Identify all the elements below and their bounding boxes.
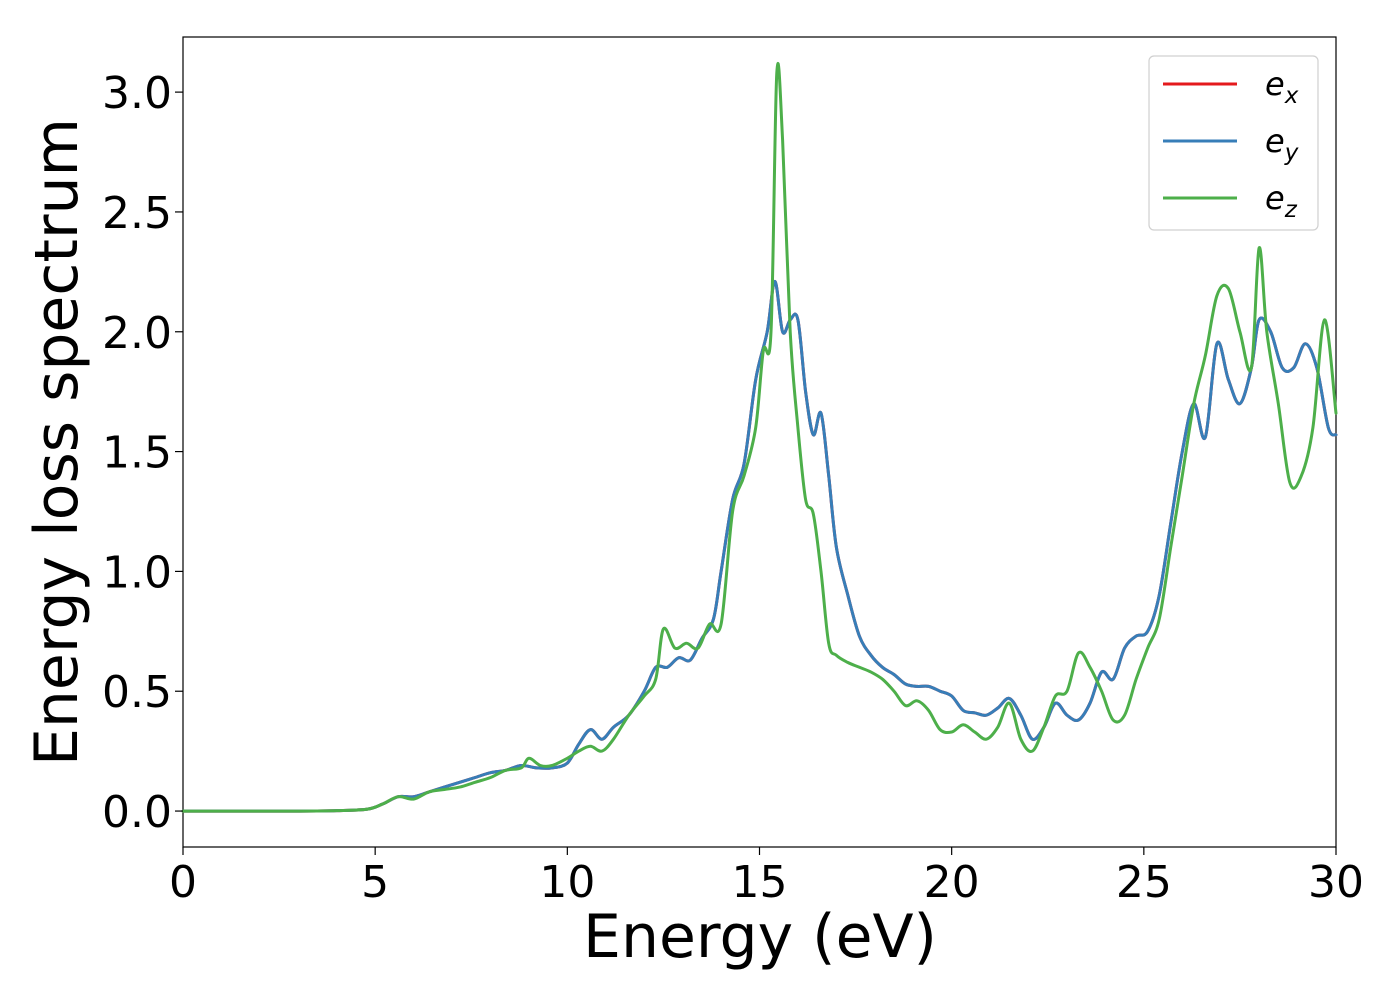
series-line-e_z bbox=[181, 62, 1338, 813]
y-tick-label: 0.5 bbox=[102, 667, 172, 718]
x-tick-label: 20 bbox=[924, 857, 980, 908]
y-tick-label: 0.0 bbox=[102, 787, 172, 838]
x-tick-label: 5 bbox=[361, 857, 389, 908]
x-tick-label: 15 bbox=[732, 857, 788, 908]
y-axis-ticks: 0.0 0.5 1.0 1.5 2.0 2.5 3.0 bbox=[102, 68, 183, 838]
y-tick-label: 2.0 bbox=[102, 308, 172, 359]
y-tick-label: 2.5 bbox=[102, 188, 172, 239]
x-tick-label: 0 bbox=[169, 857, 197, 908]
legend-frame bbox=[1148, 55, 1319, 231]
y-tick-label: 1.5 bbox=[102, 428, 172, 479]
x-axis-ticks: 0 5 10 15 20 25 30 bbox=[169, 847, 1364, 908]
y-tick-label: 1.0 bbox=[102, 547, 172, 598]
x-tick-label: 10 bbox=[539, 857, 595, 908]
plot-area bbox=[182, 36, 1337, 848]
y-axis-title: Energy loss spectrum bbox=[22, 118, 92, 766]
series-line-e_y bbox=[181, 279, 1338, 813]
x-tick-label: 30 bbox=[1308, 857, 1364, 908]
x-axis-title: Energy (eV) bbox=[583, 902, 937, 972]
y-tick-label: 3.0 bbox=[102, 68, 172, 119]
x-tick-label: 25 bbox=[1116, 857, 1172, 908]
series-lines bbox=[181, 62, 1338, 813]
